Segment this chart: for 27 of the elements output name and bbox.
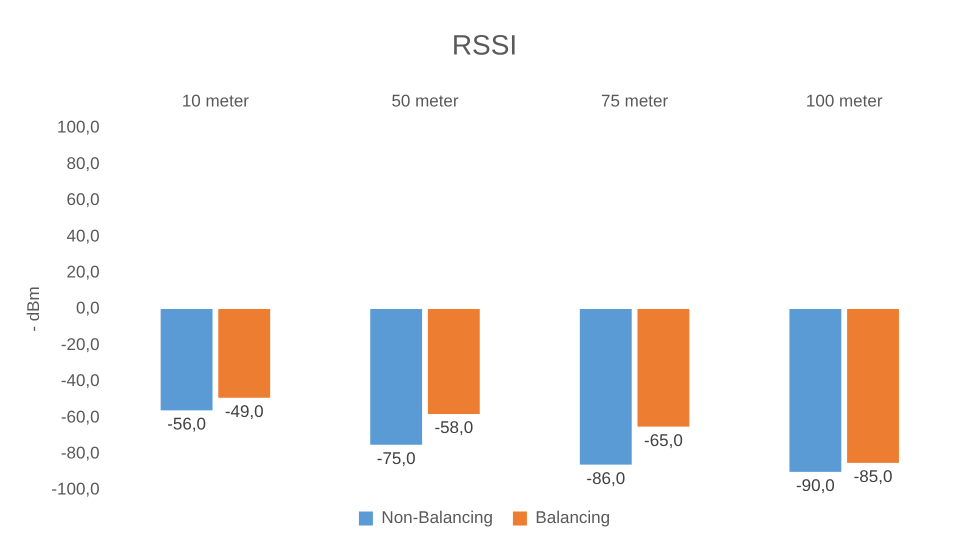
data-label: -75,0: [376, 448, 416, 468]
y-tick-label: 20,0: [66, 262, 100, 282]
x-tick-label: 100 meter: [806, 91, 883, 110]
data-label: -49,0: [224, 402, 264, 421]
y-tick-label: -60,0: [60, 407, 100, 426]
legend-label: Non-Balancing: [381, 508, 493, 528]
y-tick-label: 40,0: [66, 226, 100, 246]
y-tick-label: 100,0: [57, 118, 100, 137]
data-label: -85,0: [854, 467, 892, 486]
x-tick-label: 75 meter: [601, 91, 668, 110]
data-label: -90,0: [796, 476, 835, 496]
data-label: -65,0: [644, 430, 683, 450]
x-tick-label: 50 meter: [391, 91, 459, 110]
y-tick-label: -100,0: [51, 480, 100, 499]
y-tick-label: 0,0: [76, 298, 100, 318]
data-label: -58,0: [434, 418, 474, 438]
data-label: -86,0: [586, 468, 626, 488]
y-axis-title: - dBm: [24, 286, 43, 332]
y-tick-label: -80,0: [60, 443, 100, 462]
chart-title: RSSI: [452, 30, 518, 61]
y-tick-label: -20,0: [60, 334, 100, 354]
legend-label: Balancing: [535, 508, 610, 528]
data-label: -56,0: [167, 414, 206, 434]
y-tick-label: -40,0: [60, 371, 100, 390]
y-tick-label: 60,0: [66, 190, 100, 210]
x-tick-label: 10 meter: [182, 91, 250, 110]
y-tick-label: 80,0: [66, 154, 100, 173]
